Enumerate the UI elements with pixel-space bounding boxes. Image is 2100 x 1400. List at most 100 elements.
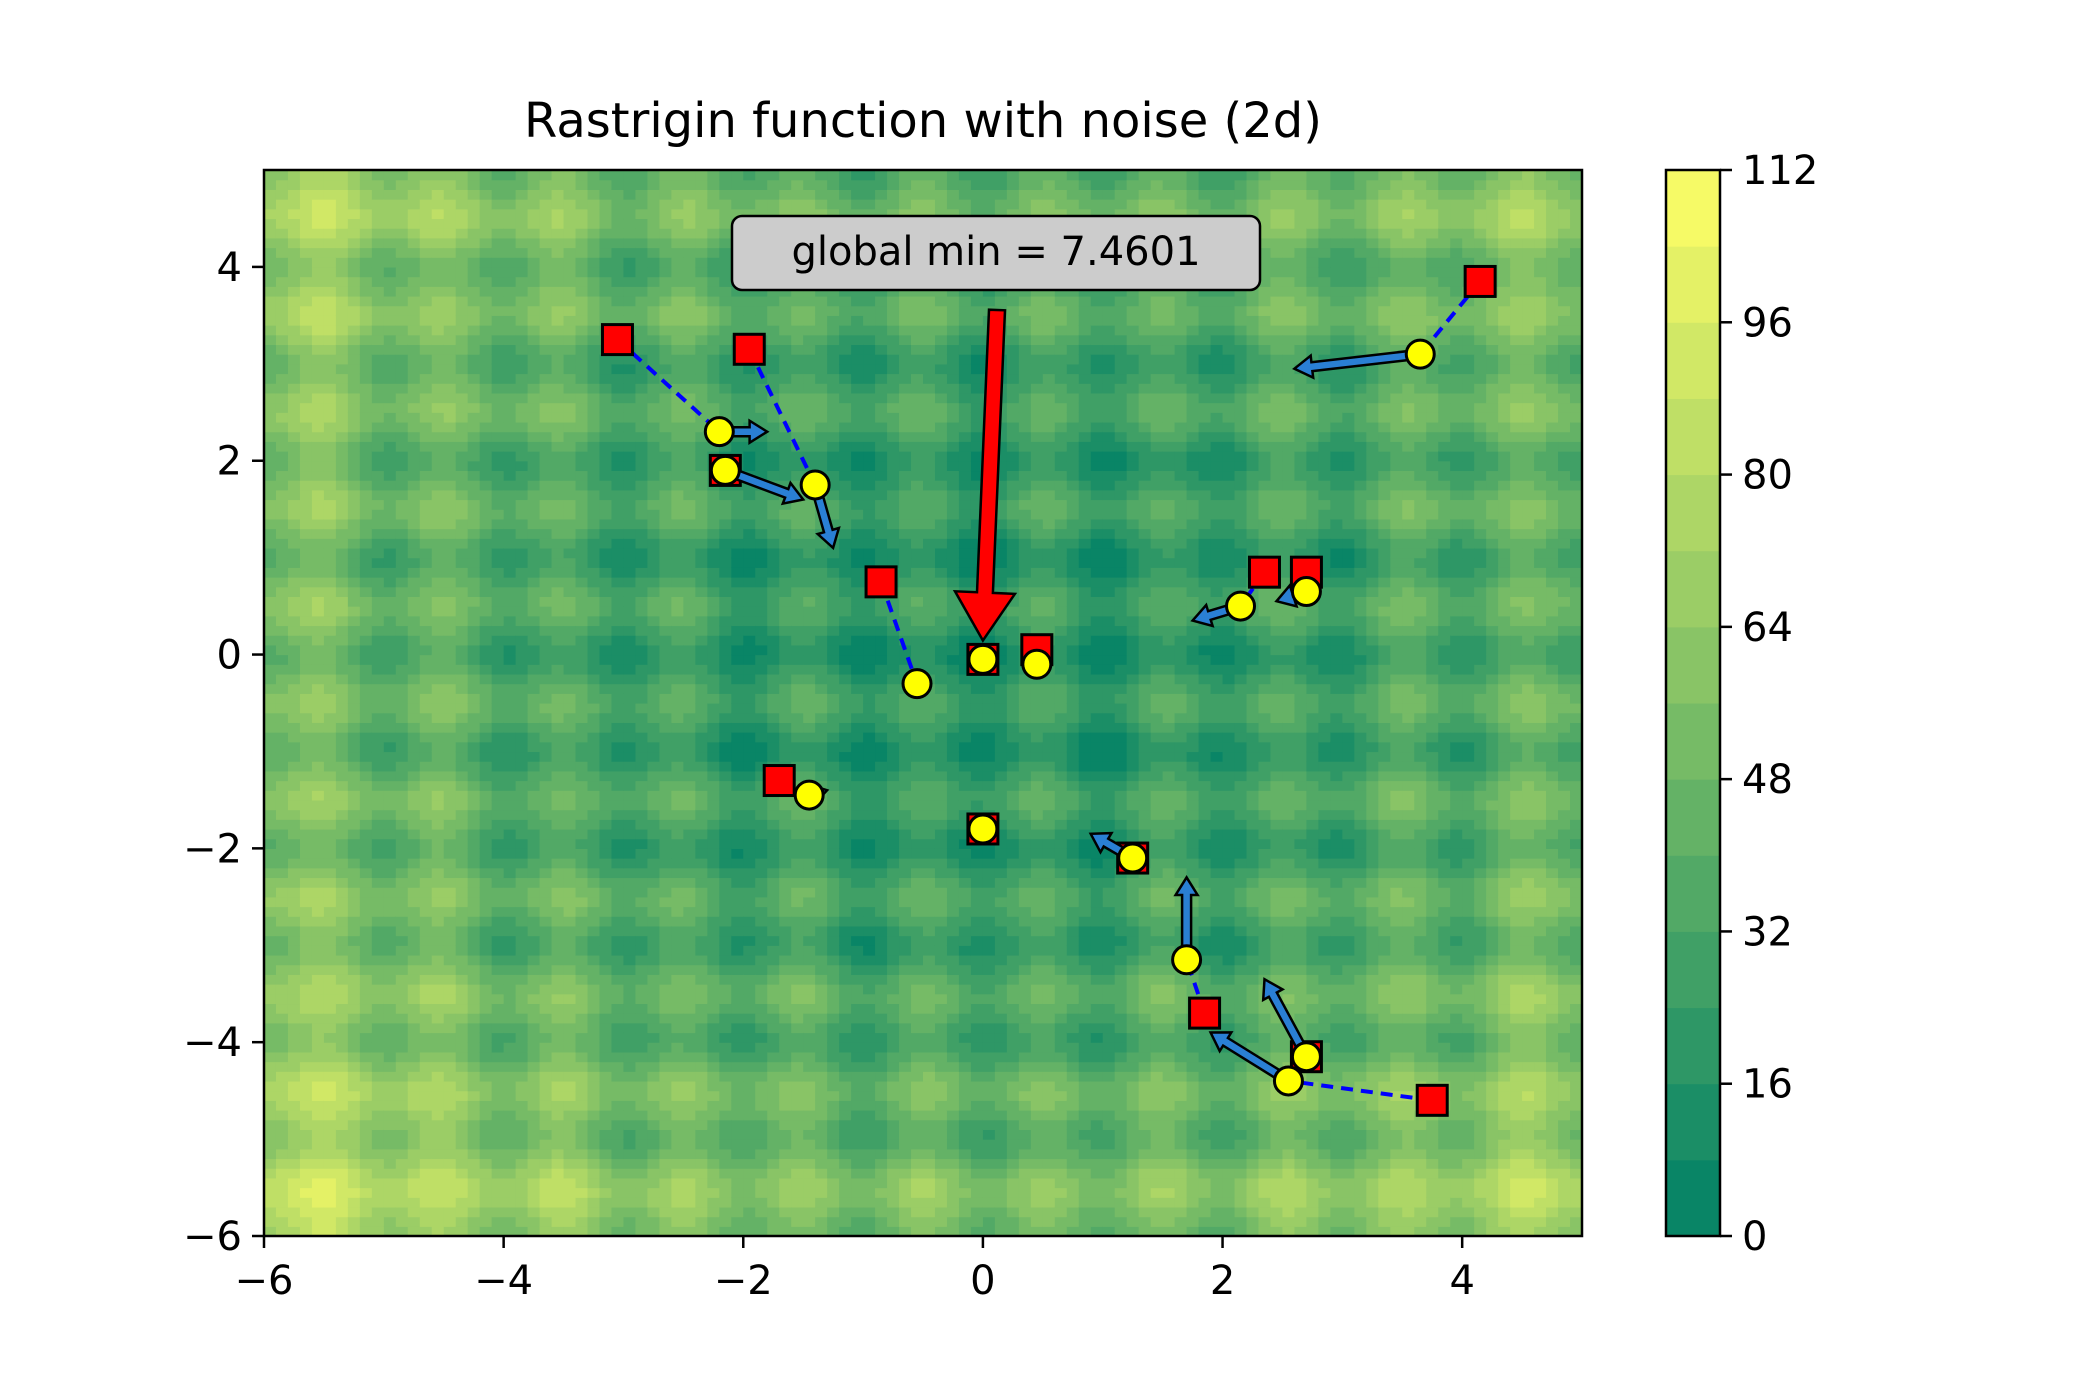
contour-cell: [695, 266, 708, 278]
contour-cell: [791, 412, 804, 423]
contour-cell: [335, 1177, 349, 1189]
contour-cell: [563, 451, 577, 462]
contour-cell: [419, 451, 433, 462]
contour-cell: [731, 286, 744, 297]
contour-cell: [383, 470, 397, 481]
contour-cell: [311, 945, 325, 956]
contour-cell: [635, 1129, 649, 1140]
contour-cell: [539, 790, 553, 801]
contour-cell: [683, 518, 696, 530]
contour-cell: [455, 993, 469, 1005]
contour-cell: [731, 1051, 744, 1063]
contour-cell: [599, 257, 613, 268]
contour-cell: [635, 877, 649, 888]
contour-cell: [683, 790, 696, 801]
contour-cell: [323, 751, 337, 762]
contour-cell: [743, 392, 756, 404]
contour-cell: [335, 732, 349, 743]
contour-cell: [359, 887, 373, 898]
contour-cell: [623, 441, 637, 452]
contour-cell: [755, 858, 768, 869]
contour-cell: [371, 1110, 385, 1121]
contour-cell: [383, 199, 397, 210]
contour-cell: [347, 799, 361, 811]
contour-cell: [779, 693, 792, 704]
contour-cell: [575, 770, 589, 782]
contour-cell: [719, 170, 732, 181]
contour-cell: [491, 1032, 505, 1043]
contour-cell: [767, 344, 780, 355]
contour-cell: [731, 1206, 744, 1218]
contour-cell: [467, 1032, 481, 1043]
contour-cell: [527, 974, 541, 985]
contour-cell: [707, 974, 720, 985]
contour-cell: [587, 1187, 601, 1198]
contour-cell: [635, 237, 649, 249]
contour-cell: [527, 644, 541, 656]
contour-cell: [731, 1216, 744, 1227]
contour-cell: [623, 954, 637, 966]
contour-cell: [299, 392, 313, 404]
contour-cell: [791, 606, 804, 617]
contour-cell: [335, 606, 349, 617]
contour-cell: [491, 1042, 505, 1053]
contour-cell: [551, 828, 565, 840]
contour-cell: [671, 509, 684, 520]
contour-cell: [335, 470, 349, 481]
contour-cell: [395, 451, 409, 462]
contour-cell: [623, 615, 637, 627]
contour-cell: [707, 799, 720, 811]
contour-cell: [419, 460, 433, 472]
contour-cell: [359, 334, 373, 346]
contour-cell: [383, 1148, 397, 1160]
contour-cell: [467, 412, 481, 423]
contour-cell: [779, 577, 792, 588]
contour-cell: [299, 964, 313, 975]
contour-cell: [503, 1148, 517, 1160]
contour-cell: [551, 518, 565, 530]
contour-cell: [371, 412, 385, 423]
contour-cell: [443, 567, 457, 578]
contour-cell: [431, 1158, 445, 1169]
contour-cell: [635, 596, 649, 607]
contour-cell: [479, 828, 493, 840]
contour-cell: [431, 848, 445, 859]
contour-cell: [647, 635, 660, 646]
contour-cell: [551, 344, 565, 355]
contour-cell: [587, 421, 601, 433]
contour-cell: [599, 170, 613, 181]
contour-cell: [443, 412, 457, 423]
contour-cell: [767, 751, 780, 762]
contour-cell: [371, 790, 385, 801]
contour-cell: [527, 1022, 541, 1034]
contour-cell: [323, 1187, 337, 1198]
contour-cell: [467, 848, 481, 859]
contour-cell: [527, 1100, 541, 1111]
contour-cell: [395, 547, 409, 559]
contour-cell: [527, 315, 541, 326]
contour-cell: [275, 266, 289, 278]
contour-cell: [779, 606, 792, 617]
contour-cell: [755, 295, 768, 307]
contour-cell: [671, 538, 684, 549]
contour-cell: [443, 383, 457, 394]
contour-cell: [407, 954, 421, 966]
contour-cell: [683, 392, 696, 404]
contour-cell: [287, 383, 301, 394]
contour-cell: [287, 906, 301, 917]
contour-cell: [491, 586, 505, 597]
contour-cell: [671, 567, 684, 578]
contour-cell: [407, 799, 421, 811]
contour-cell: [503, 325, 517, 336]
contour-cell: [623, 945, 637, 956]
contour-cell: [371, 1071, 385, 1082]
contour-cell: [515, 974, 529, 985]
contour-cell: [264, 596, 277, 607]
contour-cell: [383, 305, 397, 316]
contour-cell: [371, 780, 385, 791]
contour-cell: [275, 179, 289, 190]
contour-cell: [347, 790, 361, 801]
contour-cell: [743, 664, 756, 675]
contour-cell: [575, 741, 589, 753]
contour-cell: [767, 363, 780, 375]
